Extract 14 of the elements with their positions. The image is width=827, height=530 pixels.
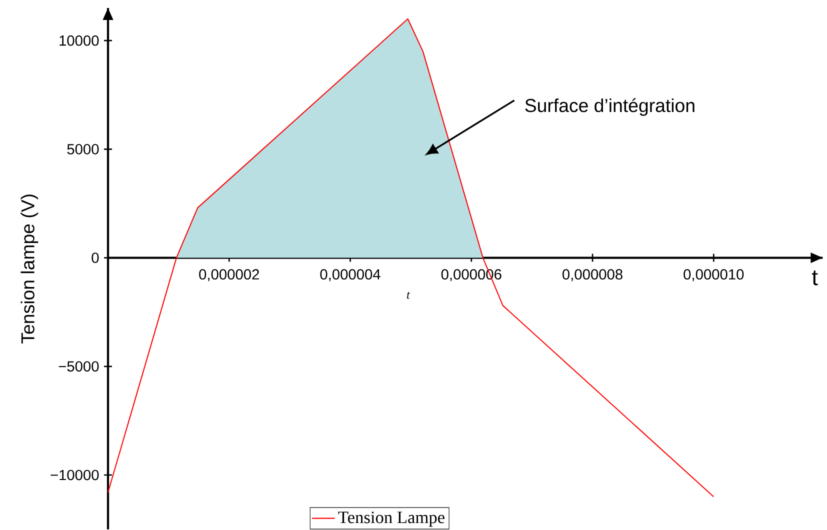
legend-label: Tension Lampe bbox=[338, 512, 444, 527]
annotation: t bbox=[407, 292, 410, 299]
y-tick-label: 10000 bbox=[60, 35, 99, 46]
y-axis-title: Tension lampe (V) bbox=[20, 194, 38, 344]
x-tick-label: 0,000008 bbox=[562, 269, 622, 282]
x-axis-title: t bbox=[812, 270, 818, 286]
y-tick-label: 5000 bbox=[67, 144, 99, 154]
y-tick-label: −10000 bbox=[50, 470, 99, 480]
x-tick-label: 0,000010 bbox=[684, 269, 744, 282]
y-tick-label: 0 bbox=[92, 252, 99, 263]
annotation: Surface d’intégration bbox=[525, 98, 694, 116]
x-tick-label: 0,000002 bbox=[199, 269, 259, 282]
y-tick-label: −5000 bbox=[58, 361, 99, 372]
x-tick-label: 0,000004 bbox=[320, 269, 380, 282]
